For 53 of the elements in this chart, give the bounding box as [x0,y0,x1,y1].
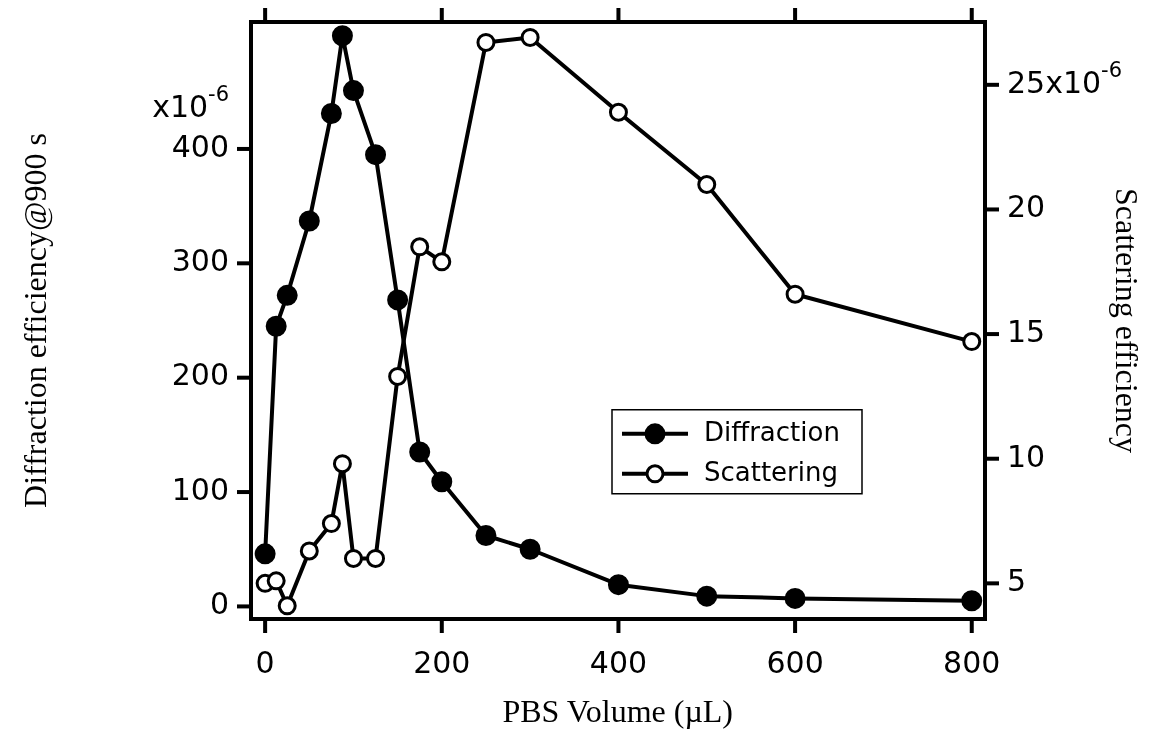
x-tick-label: 200 [413,644,471,680]
point [299,541,319,561]
point [476,32,496,52]
y2-tick-label: 15 [1007,313,1046,349]
x-tick-label: 800 [943,644,1001,680]
point [520,27,540,47]
point [366,548,386,568]
point [607,574,629,596]
x-axis-title: PBS Volume (µL) [502,693,734,730]
y-tick-label: 300 [171,243,229,279]
point [475,525,497,547]
y2-tick-label: 25 [1007,64,1046,100]
legend-label: Diffraction [704,416,840,447]
x-tick-label: 600 [766,644,824,680]
point [696,585,718,607]
point [332,454,352,474]
point [343,548,363,568]
point [409,441,431,463]
point [785,284,805,304]
point [608,102,628,122]
point [266,571,286,591]
point [962,332,982,352]
point [298,210,320,232]
y-tick-label: 400 [171,128,229,164]
y2-tick-label: 5 [1007,563,1027,599]
point [265,315,287,337]
y-tick-label: 0 [209,586,230,622]
x-tick-label: 0 [255,644,275,680]
point [277,596,297,616]
point [431,471,453,493]
point [276,284,298,306]
point [784,587,806,609]
y2-axis-title: Scattering efficiency [1108,187,1145,454]
point [365,144,387,166]
point [342,80,364,102]
y2-tick-label: 20 [1007,189,1046,225]
y-tick-label: 100 [171,471,229,507]
point [387,289,409,311]
y-axis-title: Diffraction efficiency@900 s [17,133,54,508]
point [254,543,276,565]
y2-tick-label: 10 [1007,438,1046,474]
point [961,590,983,612]
legend-label: Scattering [704,456,839,487]
point [388,366,408,386]
point [519,538,541,560]
point [320,102,342,124]
point [331,25,353,47]
y-tick-label: 200 [171,357,229,393]
point [697,175,717,195]
x-tick-label: 400 [589,644,648,680]
point [410,237,430,257]
point [321,514,341,534]
point [432,252,452,272]
